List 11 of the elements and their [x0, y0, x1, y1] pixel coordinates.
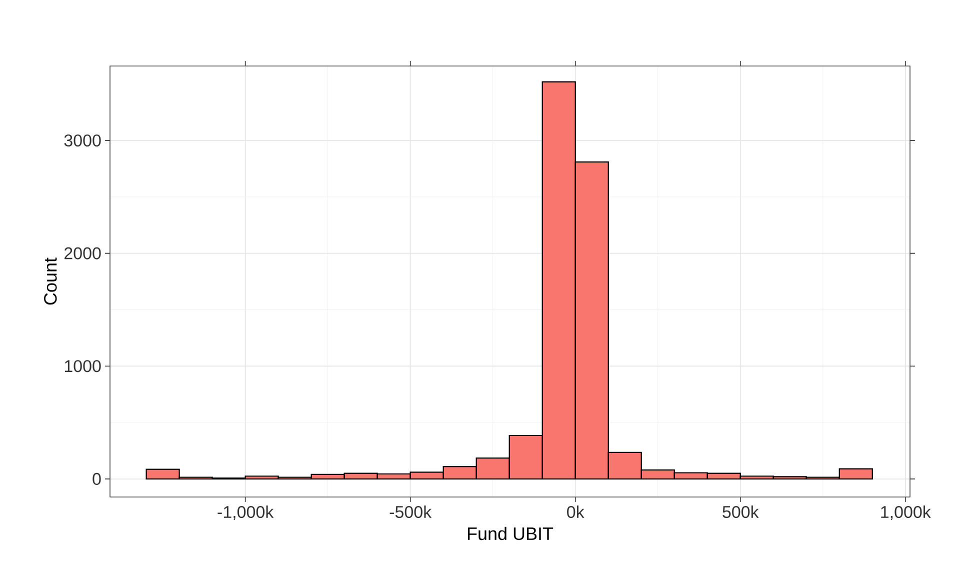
- x-tick-label: 0k: [567, 506, 584, 518]
- y-tick-label: 1000: [64, 360, 101, 372]
- y-tick-label: 3000: [64, 134, 101, 146]
- y-tick-label: 2000: [64, 247, 101, 260]
- y-axis-title: Count: [44, 258, 57, 305]
- y-tick-label: 0: [92, 472, 101, 485]
- x-tick-label: -1,000k: [218, 506, 274, 520]
- x-tick-label: 1,000k: [881, 506, 931, 520]
- x-tick-label: 500k: [722, 506, 759, 518]
- x-tick-label: -500k: [390, 506, 432, 518]
- x-axis-title: Fund UBIT: [468, 526, 554, 540]
